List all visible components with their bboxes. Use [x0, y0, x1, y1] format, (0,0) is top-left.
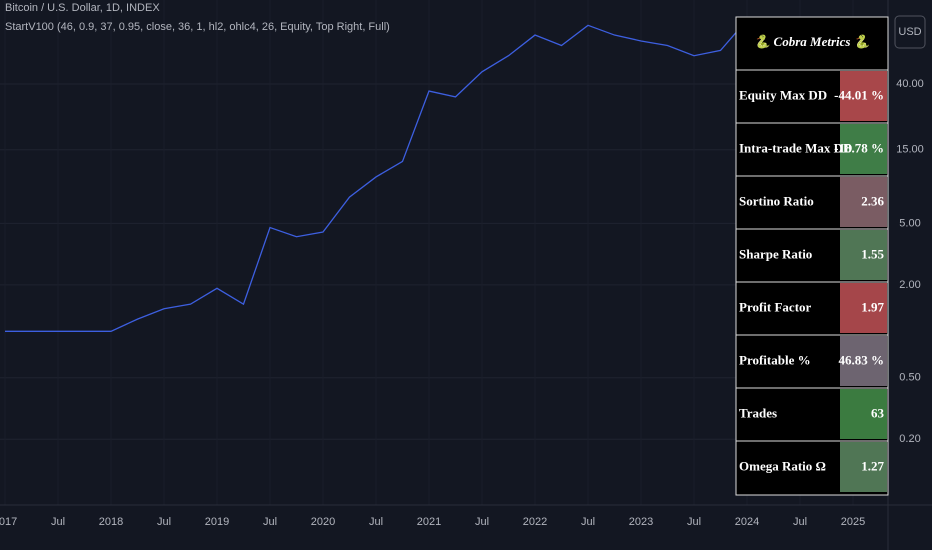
x-tick-label: 2024 [735, 516, 759, 528]
row-value: 46.83 % [839, 352, 885, 367]
symbol-title: Bitcoin / U.S. Dollar, 1D, INDEX [5, 2, 160, 14]
row-value-cell [840, 177, 887, 227]
indicator-title: StartV100 (46, 0.9, 37, 0.95, close, 36,… [5, 21, 390, 33]
row-label-cell [737, 176, 840, 227]
row-label-cell [737, 123, 840, 174]
row-value: -18.78 % [834, 140, 884, 155]
row-value: 2.36 [861, 193, 884, 208]
row-value-cell [840, 124, 887, 174]
row-label: Equity Max DD [739, 87, 827, 102]
x-tick-label: Jul [687, 516, 701, 528]
row-value: -44.01 % [834, 87, 884, 102]
x-tick-label: Jul [263, 516, 277, 528]
row-label: Omega Ratio Ω [739, 458, 826, 473]
row-value-cell [840, 336, 887, 386]
y-tick-label: 0.50 [899, 372, 920, 384]
table-title: 🐍 Cobra Metrics 🐍 [754, 34, 873, 49]
y-tick-label: 15.00 [896, 144, 924, 156]
x-tick-label: 2018 [99, 516, 123, 528]
row-value-cell [840, 389, 887, 439]
y-tick-label: 5.00 [899, 217, 920, 229]
row-value: 63 [871, 405, 885, 420]
currency-button[interactable] [894, 15, 926, 49]
x-tick-label: Jul [581, 516, 595, 528]
row-value-cell [840, 230, 887, 280]
row-value-cell [840, 71, 887, 121]
row-label-cell [737, 441, 840, 492]
row-label: Sortino Ratio [739, 193, 814, 208]
row-label: Trades [739, 405, 777, 420]
row-label-cell [737, 70, 840, 121]
x-tick-label: Jul [51, 516, 65, 528]
row-label-cell [737, 282, 840, 333]
row-label-cell [737, 388, 840, 439]
row-value: 1.27 [861, 458, 884, 473]
row-value: 1.97 [861, 299, 884, 314]
x-tick-label: 2017 [0, 516, 17, 528]
y-tick-label: 40.00 [896, 78, 924, 90]
row-label: Profit Factor [739, 299, 812, 314]
x-tick-label: Jul [369, 516, 383, 528]
currency-label[interactable]: USD [898, 26, 921, 38]
row-value: 1.55 [861, 246, 884, 261]
row-label: Profitable % [739, 352, 811, 367]
x-tick-label: 2025 [841, 516, 865, 528]
plot-area [5, 19, 748, 332]
x-tick-label: Jul [157, 516, 171, 528]
metrics-table: 🐍 Cobra Metrics 🐍 Equity Max DD -44.01 % In… [735, 16, 889, 496]
y-tick-label: 0.20 [899, 433, 920, 445]
row-value-cell [840, 442, 887, 492]
x-tick-label: Jul [475, 516, 489, 528]
x-tick-label: 2020 [311, 516, 335, 528]
x-tick-label: 2023 [629, 516, 653, 528]
x-tick-label: Jul [793, 516, 807, 528]
row-value-cell [840, 283, 887, 333]
x-tick-label: 2019 [205, 516, 229, 528]
row-label: Sharpe Ratio [739, 246, 812, 261]
row-label-cell [737, 335, 840, 386]
row-label-cell [737, 229, 840, 280]
row-label: Intra-trade Max DD [739, 140, 852, 155]
equity-line [5, 19, 748, 332]
x-tick-label: 2021 [417, 516, 441, 528]
x-tick-label: 2022 [523, 516, 547, 528]
y-tick-label: 2.00 [899, 279, 920, 291]
